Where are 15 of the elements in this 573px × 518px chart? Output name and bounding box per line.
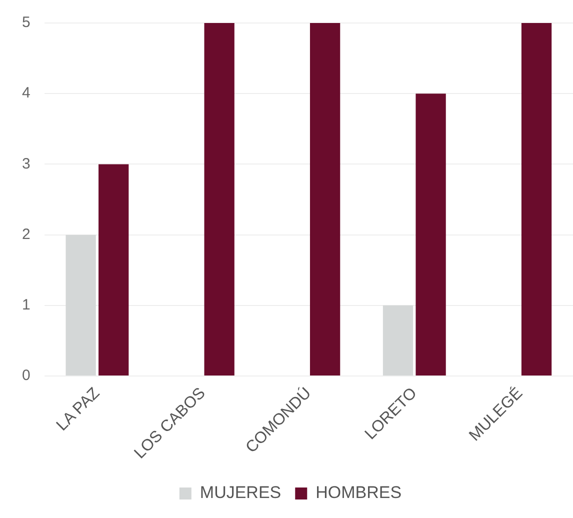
bar — [310, 23, 340, 376]
legend-label: HOMBRES — [316, 483, 402, 502]
bar — [521, 23, 552, 376]
y-tick-label: 2 — [22, 226, 30, 243]
bar — [382, 305, 414, 376]
y-tick-label: 5 — [22, 14, 30, 32]
y-tick-label: 3 — [22, 155, 30, 172]
bar — [98, 164, 129, 376]
y-tick-label: 0 — [22, 367, 30, 384]
bar — [204, 23, 234, 376]
bar — [416, 94, 446, 376]
y-tick-label: 4 — [22, 84, 30, 102]
bar — [66, 234, 96, 376]
legend-label: MUJERES — [200, 483, 282, 502]
y-tick-label: 1 — [22, 296, 30, 314]
